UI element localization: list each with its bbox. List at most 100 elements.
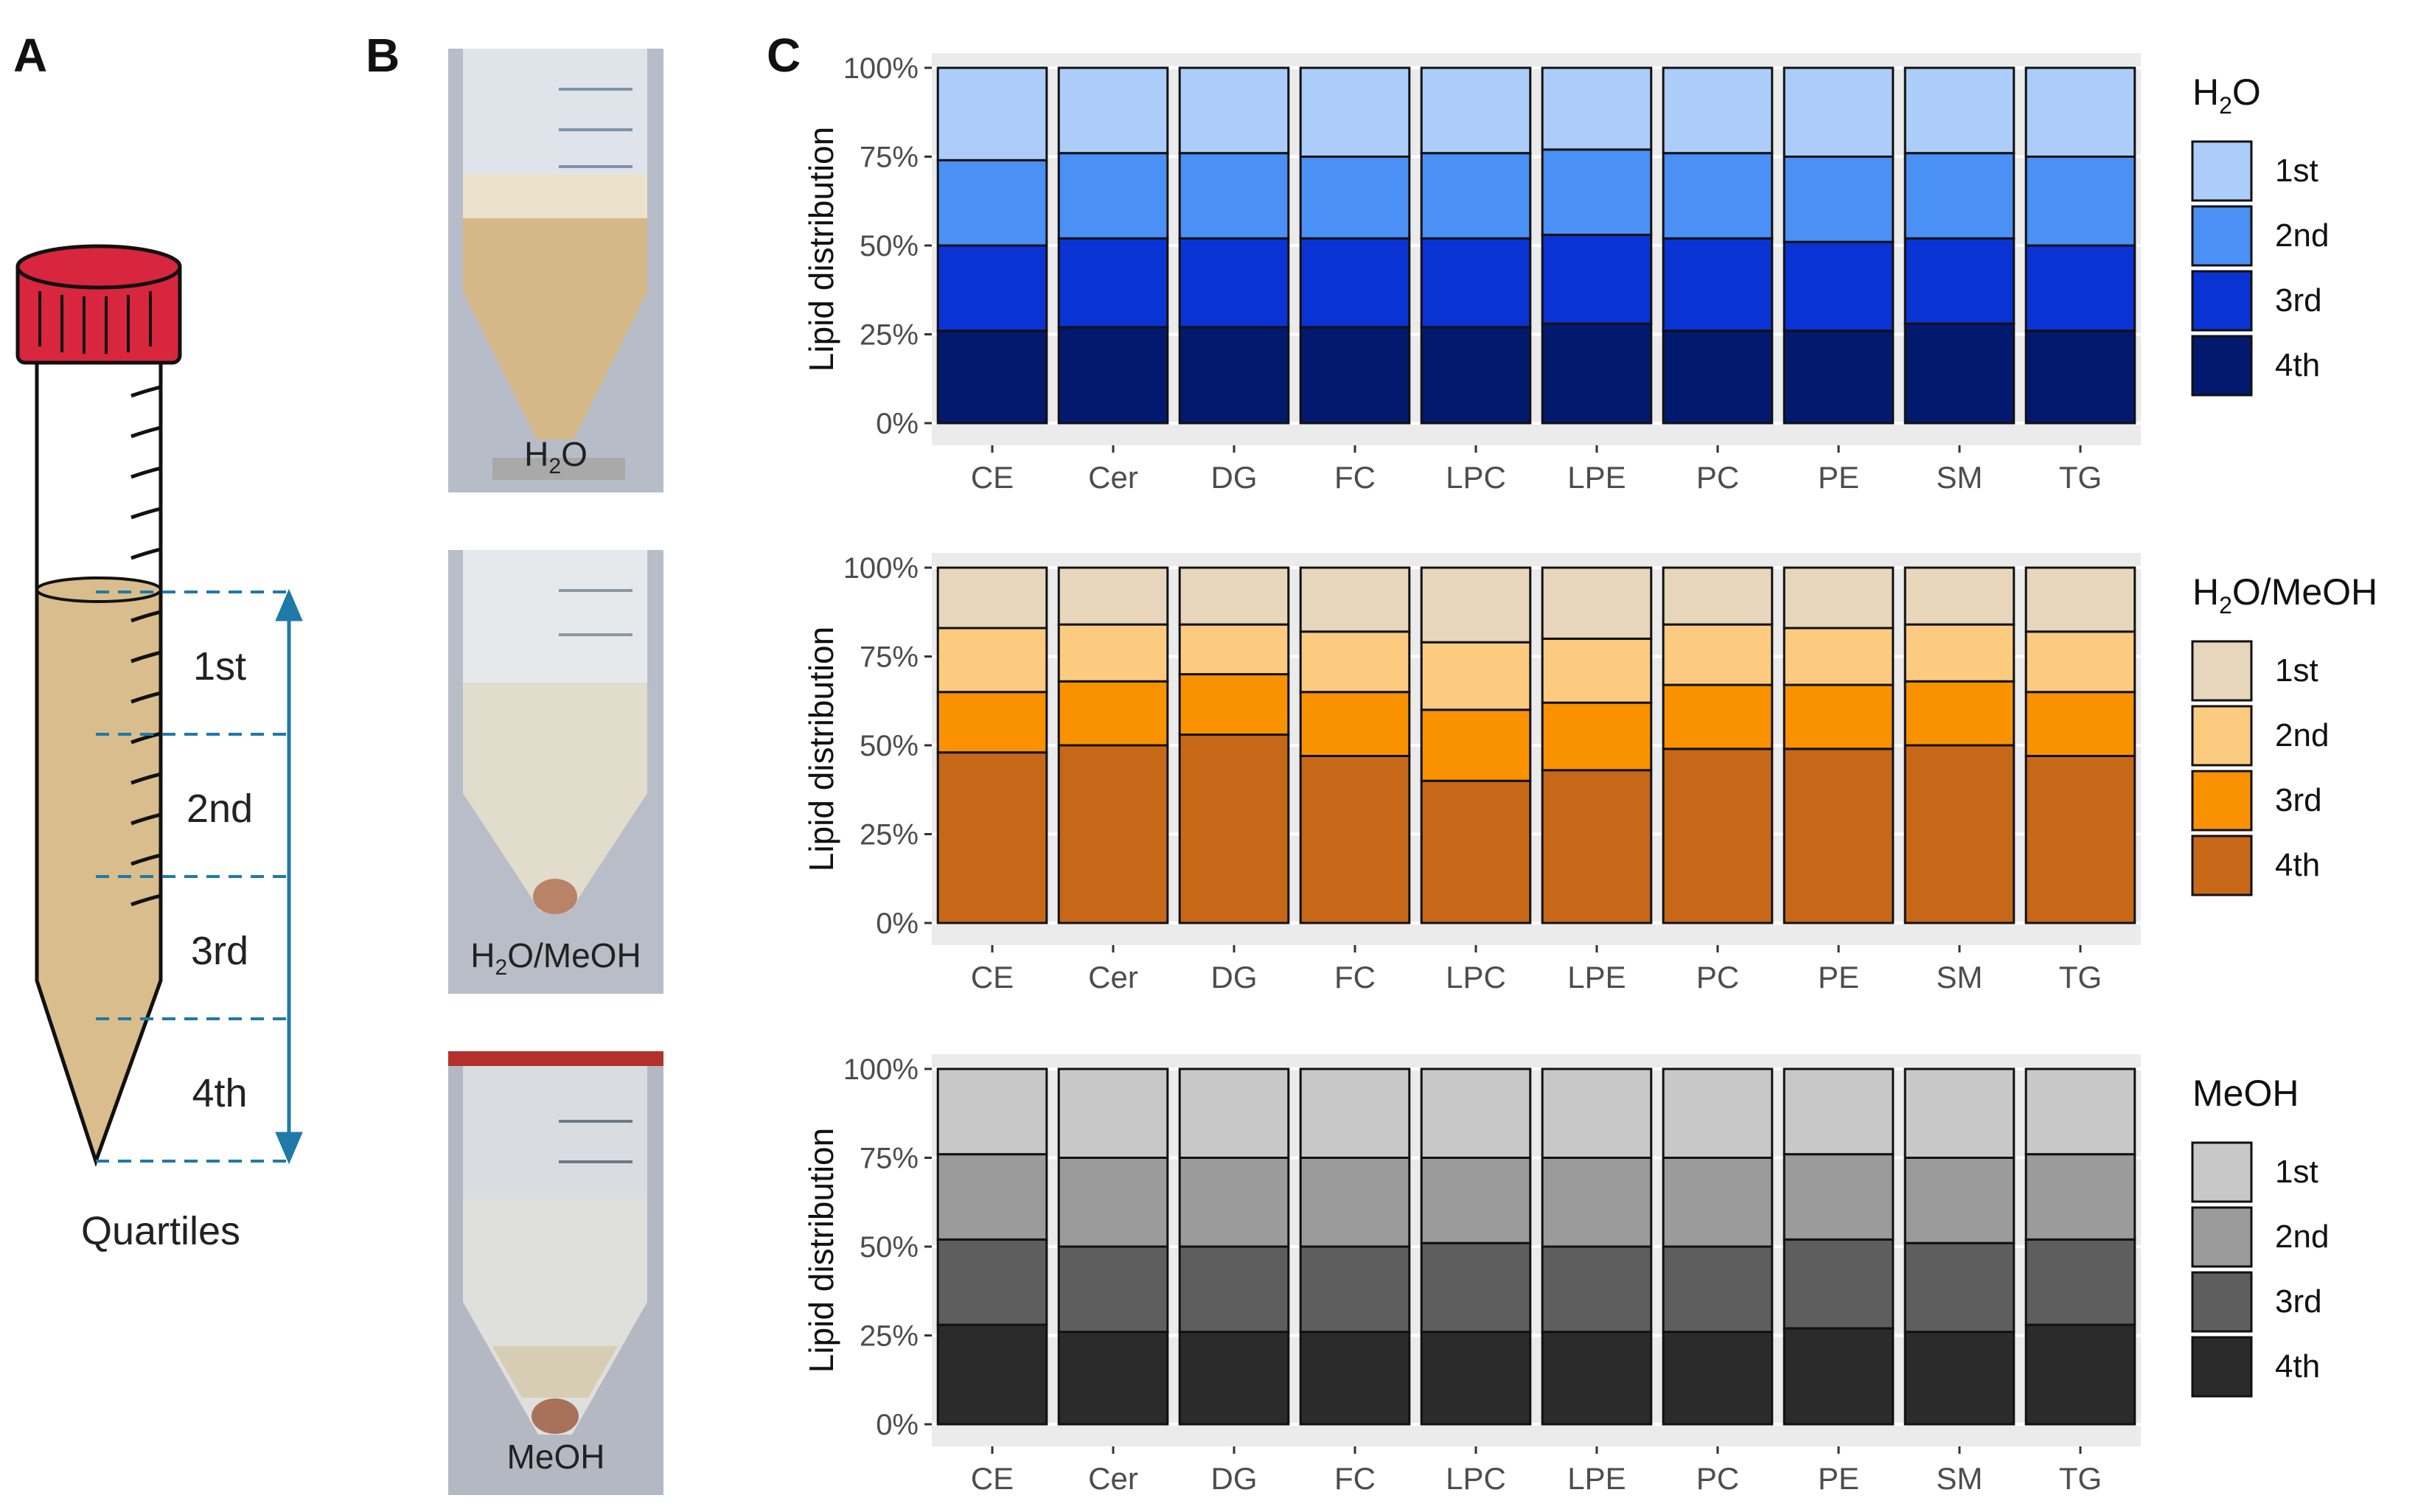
bar-segment-2nd xyxy=(1541,148,1653,237)
photo-h2o: H2O xyxy=(448,49,663,492)
bar-segment-2nd xyxy=(1541,1157,1653,1248)
legend-label: 2nd xyxy=(2275,717,2329,753)
bar-segment-1st xyxy=(1178,1067,1290,1159)
bar-segment-1st xyxy=(1783,66,1895,158)
bar-segment-2nd xyxy=(1057,152,1169,240)
bar-segment-1st xyxy=(1541,1067,1653,1159)
bar-segment-4th xyxy=(1057,326,1169,425)
liquid-surface xyxy=(35,576,162,603)
bar-segment-1st xyxy=(1662,566,1774,626)
bar-segment-2nd xyxy=(1299,156,1411,240)
bar-segment-3rd xyxy=(1178,673,1290,736)
x-tick-label: PC xyxy=(1696,1461,1739,1496)
x-tick-label: LPC xyxy=(1446,1461,1506,1496)
x-tick-label: FC xyxy=(1334,960,1376,994)
panel-label-c: C xyxy=(767,29,801,82)
panel-label-a: A xyxy=(13,29,48,82)
bar-segment-2nd xyxy=(1662,1157,1774,1248)
bar-segment-3rd xyxy=(1299,237,1411,329)
photo-h2o-meoh: H2O/MeOH xyxy=(448,550,663,994)
bar-segment-1st xyxy=(1420,566,1532,644)
y-tick-label: 50% xyxy=(860,230,919,262)
y-tick-label: 25% xyxy=(860,319,919,352)
x-tick-label: TG xyxy=(2059,960,2102,994)
legend-key-2nd xyxy=(2191,205,2253,267)
bar-segment-4th xyxy=(1178,326,1290,425)
x-tick-label: Cer xyxy=(1088,460,1138,495)
bar-segment-2nd xyxy=(1299,630,1411,694)
bar-segment-1st xyxy=(1783,1067,1895,1156)
legend-key-4th xyxy=(2191,1336,2253,1398)
bar-segment-4th xyxy=(1903,322,2015,425)
bar-segment-4th xyxy=(1903,744,2015,924)
bar-segment-2nd xyxy=(1903,152,2015,240)
y-tick-label: 75% xyxy=(860,1143,919,1175)
legend-label: 4th xyxy=(2275,847,2320,883)
bar-segment-3rd xyxy=(1299,1245,1411,1334)
legend-label: 1st xyxy=(2275,153,2318,189)
x-tick-label: Cer xyxy=(1088,960,1138,994)
chart-h2o: 0% 25% 50% 75% 100% Lipid distribution CE Cer DG… xyxy=(802,52,2329,495)
bar-segment-1st xyxy=(1057,1067,1169,1159)
x-tick-label: CE xyxy=(971,960,1014,994)
y-tick-label: 75% xyxy=(860,641,919,674)
bar-segment-3rd xyxy=(2024,244,2136,332)
x-tick-label: LPC xyxy=(1446,960,1506,994)
bar-segment-3rd xyxy=(1903,237,2015,325)
quartile-arrow xyxy=(275,588,303,1165)
bar-segment-4th xyxy=(1541,769,1653,924)
bar-segment-4th xyxy=(1783,748,1895,924)
bar-segment-4th xyxy=(1299,326,1411,425)
bar-segment-2nd xyxy=(1903,1157,2015,1244)
bar-segment-3rd xyxy=(2024,691,2136,757)
bar-segment-2nd xyxy=(1178,623,1290,676)
bar-segment-3rd xyxy=(936,691,1048,754)
bar-segment-3rd xyxy=(1057,680,1169,747)
bar-segment-1st xyxy=(1299,1067,1411,1159)
legend-key-1st xyxy=(2191,1141,2253,1203)
bar-segment-1st xyxy=(1299,66,1411,158)
chart-meoh: 0% 25% 50% 75% 100% Lipid distribution CE Cer DG… xyxy=(802,1053,2329,1496)
bar-segment-4th xyxy=(1541,322,1653,425)
bar-segment-4th xyxy=(1299,754,1411,924)
legend-key-2nd xyxy=(2191,1206,2253,1268)
bar-segment-2nd xyxy=(1903,623,2015,683)
bar-segment-1st xyxy=(1178,566,1290,626)
bar-segment-2nd xyxy=(936,627,1048,694)
photo-label: H2O xyxy=(524,434,588,478)
tube-caption: Quartiles xyxy=(81,1209,240,1253)
bar-segment-4th xyxy=(1057,744,1169,924)
bar-segment-4th xyxy=(936,1323,1048,1426)
bar-segment-3rd xyxy=(1057,237,1169,329)
bar-segment-2nd xyxy=(1662,623,1774,686)
bar-segment-1st xyxy=(1178,66,1290,155)
bar-segment-4th xyxy=(2024,330,2136,425)
y-tick-label: 0% xyxy=(876,408,919,440)
legend-label: 2nd xyxy=(2275,217,2329,254)
legend-label: 4th xyxy=(2275,347,2320,383)
photo-h2o-drawing xyxy=(448,49,663,492)
photo-label: MeOH xyxy=(506,1437,605,1476)
bar-segment-2nd xyxy=(1178,1157,1290,1248)
bar-segment-1st xyxy=(936,1067,1048,1156)
bar-segment-1st xyxy=(1420,1067,1532,1159)
legend-key-2nd xyxy=(2191,705,2253,767)
bar-segment-4th xyxy=(936,330,1048,425)
x-tick-label: TG xyxy=(2059,460,2102,495)
bar-segment-1st xyxy=(1662,1067,1774,1159)
bar-segment-1st xyxy=(1903,66,2015,155)
photo-meoh: MeOH xyxy=(448,1051,663,1495)
legend-key-3rd xyxy=(2191,770,2253,832)
bar-segment-4th xyxy=(1662,330,1774,425)
bar-segment-3rd xyxy=(1903,680,2015,747)
y-tick-label: 25% xyxy=(860,819,919,851)
x-tick-label: FC xyxy=(1334,1461,1376,1496)
bar-segment-4th xyxy=(2024,1323,2136,1426)
bar-segment-3rd xyxy=(2024,1238,2136,1326)
bar-segment-3rd xyxy=(1783,683,1895,750)
bar-segment-2nd xyxy=(1783,627,1895,686)
x-tick-label: LPC xyxy=(1446,460,1506,495)
x-tick-label: PC xyxy=(1696,460,1739,495)
bar-segment-3rd xyxy=(1420,237,1532,329)
bar-segment-1st xyxy=(1420,66,1532,155)
